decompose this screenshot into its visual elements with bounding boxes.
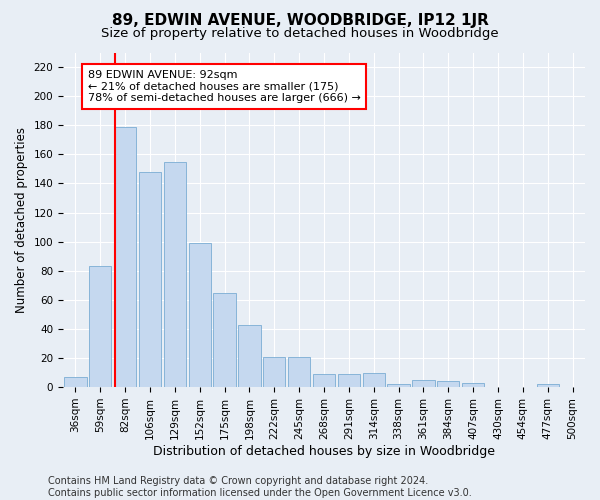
Bar — [263, 356, 286, 387]
Bar — [238, 324, 260, 387]
Bar — [362, 372, 385, 387]
Bar — [388, 384, 410, 387]
Bar — [338, 374, 360, 387]
Bar — [164, 162, 186, 387]
Text: Size of property relative to detached houses in Woodbridge: Size of property relative to detached ho… — [101, 28, 499, 40]
Bar — [313, 374, 335, 387]
Bar — [437, 382, 460, 387]
Bar — [288, 356, 310, 387]
Y-axis label: Number of detached properties: Number of detached properties — [15, 127, 28, 313]
Text: Contains HM Land Registry data © Crown copyright and database right 2024.
Contai: Contains HM Land Registry data © Crown c… — [48, 476, 472, 498]
Bar — [89, 266, 112, 387]
Bar — [214, 292, 236, 387]
Bar — [139, 172, 161, 387]
Bar — [64, 377, 86, 387]
Bar — [462, 382, 484, 387]
Text: 89 EDWIN AVENUE: 92sqm
← 21% of detached houses are smaller (175)
78% of semi-de: 89 EDWIN AVENUE: 92sqm ← 21% of detached… — [88, 70, 361, 103]
Bar — [188, 243, 211, 387]
X-axis label: Distribution of detached houses by size in Woodbridge: Distribution of detached houses by size … — [153, 444, 495, 458]
Text: 89, EDWIN AVENUE, WOODBRIDGE, IP12 1JR: 89, EDWIN AVENUE, WOODBRIDGE, IP12 1JR — [112, 12, 488, 28]
Bar — [536, 384, 559, 387]
Bar — [114, 126, 136, 387]
Bar — [412, 380, 434, 387]
